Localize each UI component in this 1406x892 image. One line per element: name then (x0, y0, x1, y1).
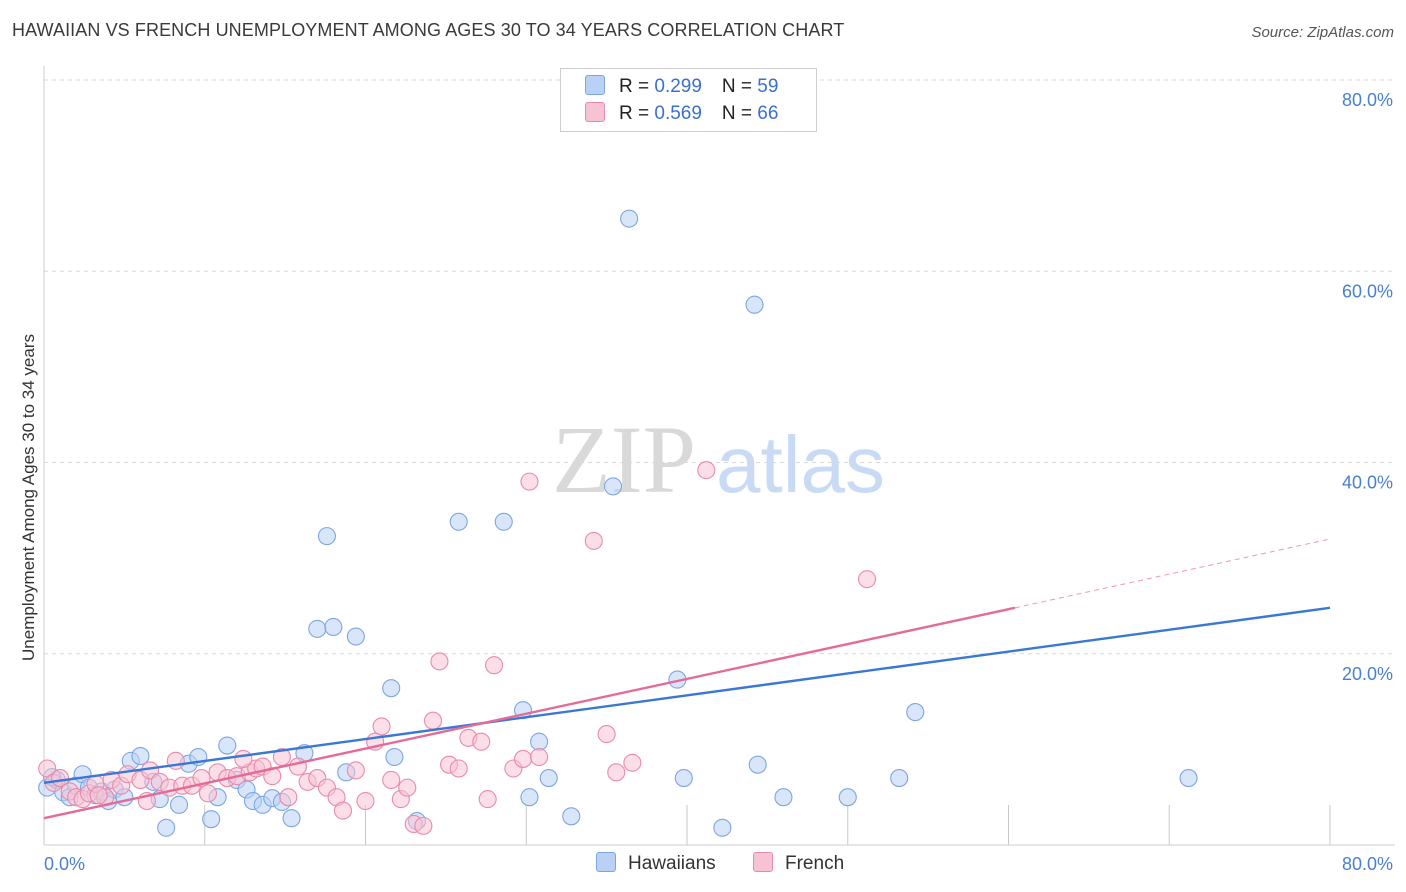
legend-n-label: N = (721, 103, 758, 124)
axes (43, 66, 1395, 846)
hawaiians-point (317, 527, 336, 546)
chart-title: HAWAIIAN VS FRENCH UNEMPLOYMENT AMONG AG… (12, 20, 845, 40)
y-axis-label: Unemployment Among Ages 30 to 34 years (19, 334, 38, 661)
french-point (398, 778, 417, 797)
watermark: ZIP atlas (552, 406, 885, 513)
hawaiians-point (745, 295, 764, 314)
french-point (333, 801, 353, 820)
hawaiians-point (346, 627, 365, 646)
hawaiians-point (324, 617, 343, 637)
legend-r-label: R = (619, 76, 655, 97)
bottom-french-swatch (753, 852, 773, 872)
hawaiians-point (713, 818, 732, 837)
french-point (530, 747, 549, 767)
french-point (356, 791, 375, 811)
x-tick-label-max: 80.0% (1342, 854, 1393, 874)
y-tick-label: 80.0% (1342, 90, 1393, 110)
french-point (346, 761, 365, 780)
hawaiians-point (520, 788, 539, 807)
hawaiians-point (620, 209, 639, 228)
correlation-legend: R = 0.299 N = 59 R = 0.569 N = 66 (560, 68, 817, 132)
french-point (478, 790, 497, 809)
hawaiians-point (157, 818, 176, 837)
bottom-legend-french: French (753, 851, 844, 877)
hawaiians-point (382, 679, 401, 698)
data-points (38, 209, 1198, 837)
hawaiians-point (385, 747, 404, 767)
y-tick-label: 60.0% (1342, 281, 1393, 301)
watermark-atlas: atlas (716, 420, 885, 509)
hawaiians-point (1179, 769, 1198, 788)
y-tick-label: 20.0% (1342, 664, 1393, 684)
french-point (520, 472, 539, 491)
hawaiians-point (530, 732, 549, 751)
hawaiians-point (218, 736, 237, 755)
hawaiians-point (169, 795, 189, 814)
bottom-hawaiians-label: Hawaiians (628, 853, 716, 874)
french-trend-extension (1014, 538, 1331, 609)
french-point (89, 786, 108, 805)
french-n-value: 66 (757, 103, 779, 124)
hawaiians-point (202, 810, 221, 829)
french-point (279, 788, 298, 807)
french-point (372, 717, 391, 736)
french-trend-line (43, 606, 1016, 820)
trend-lines (43, 538, 1331, 820)
french-point (288, 757, 308, 776)
french-point (234, 749, 253, 768)
hawaiians-point (308, 619, 327, 638)
french-point (423, 711, 443, 730)
source-label: Source: ZipAtlas.com (1251, 24, 1394, 41)
axis-labels: 20.0% 40.0% 60.0% 80.0% 0.0% 80.0% Unemploymen… (19, 90, 1393, 874)
french-point (597, 725, 616, 744)
hawaiians-point (494, 512, 513, 531)
french-point (697, 461, 716, 480)
french-point (472, 732, 491, 751)
hawaiians-point (131, 747, 150, 766)
french-point (857, 570, 877, 589)
legend-row-hawaiians: R = 0.299 N = 59 (585, 75, 778, 99)
hawaiians-point (774, 788, 793, 807)
grid-lines (44, 79, 1395, 655)
hawaiians-r-value: 0.299 (654, 76, 702, 97)
legend-r-label: R = (619, 103, 655, 124)
bottom-french-label: French (785, 853, 845, 874)
legend-n-label: N = (721, 76, 758, 97)
hawaiians-n-value: 59 (757, 76, 779, 97)
hawaiians-point (562, 807, 581, 826)
hawaiians-point (449, 512, 468, 531)
french-swatch (585, 102, 605, 122)
french-point (414, 816, 433, 835)
french-point (449, 759, 468, 778)
french-point (623, 753, 642, 772)
french-point (584, 531, 603, 550)
french-r-value: 0.569 (654, 103, 702, 124)
hawaiians-point (674, 769, 693, 788)
hawaiians-trend-line (43, 606, 1331, 785)
hawaiians-point (748, 755, 767, 774)
watermark-zip: ZIP (552, 406, 696, 513)
bottom-legend-hawaiians: Hawaiians (596, 851, 716, 877)
french-point (485, 656, 504, 675)
french-point (430, 652, 449, 671)
french-point (607, 763, 626, 782)
bottom-hawaiians-swatch (596, 852, 616, 872)
hawaiians-swatch (585, 75, 605, 95)
hawaiians-point (890, 769, 909, 788)
hawaiians-point (282, 809, 301, 828)
french-point (382, 770, 401, 790)
hawaiians-point (906, 703, 925, 722)
hawaiians-point (838, 788, 857, 807)
y-tick-label: 40.0% (1342, 473, 1393, 493)
legend-row-french: R = 0.569 N = 66 (585, 102, 778, 126)
hawaiians-point (539, 769, 558, 788)
hawaiians-point (604, 477, 623, 496)
x-tick-label-min: 0.0% (44, 854, 85, 874)
french-point (198, 784, 218, 803)
french-point (513, 749, 533, 768)
